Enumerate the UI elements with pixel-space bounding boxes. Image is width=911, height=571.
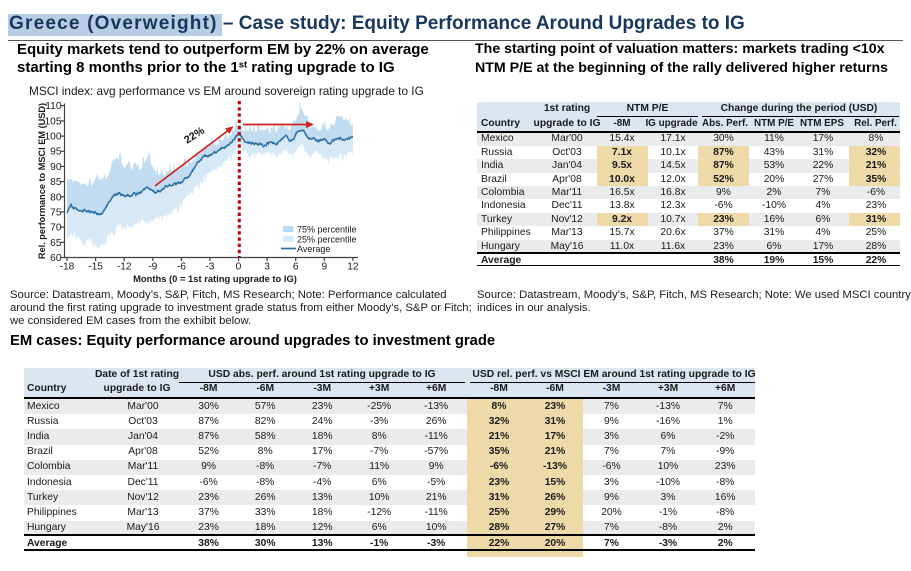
svg-text:12: 12 xyxy=(347,262,359,273)
svg-text:-18: -18 xyxy=(60,262,75,273)
svg-text:-12: -12 xyxy=(117,262,132,273)
svg-text:-9: -9 xyxy=(148,262,157,273)
svg-text:0: 0 xyxy=(236,262,242,273)
svg-text:100: 100 xyxy=(45,132,62,143)
svg-text:95: 95 xyxy=(50,147,62,158)
svg-text:85: 85 xyxy=(50,177,62,188)
svg-text:75: 75 xyxy=(50,208,62,219)
svg-text:22%: 22% xyxy=(182,124,207,146)
svg-text:90: 90 xyxy=(50,162,62,173)
svg-text:25% percentile: 25% percentile xyxy=(297,234,357,244)
svg-text:-6: -6 xyxy=(177,262,186,273)
svg-text:Rel. performance to MSCI EM (U: Rel. performance to MSCI EM (USD) xyxy=(37,103,47,259)
svg-text:3: 3 xyxy=(264,262,270,273)
svg-text:-15: -15 xyxy=(88,262,103,273)
svg-text:80: 80 xyxy=(50,192,62,203)
svg-text:75% percentile: 75% percentile xyxy=(297,225,357,235)
svg-text:6: 6 xyxy=(293,262,299,273)
svg-text:110: 110 xyxy=(45,101,62,112)
svg-text:MSCI index: avg performance vs: MSCI index: avg performance vs EM around… xyxy=(29,84,424,98)
svg-text:9: 9 xyxy=(321,262,327,273)
svg-text:Average: Average xyxy=(297,244,330,254)
svg-text:70: 70 xyxy=(50,223,62,234)
svg-text:-3: -3 xyxy=(205,262,214,273)
svg-text:105: 105 xyxy=(45,116,62,127)
svg-text:Months (0 = 1st rating upgrade: Months (0 = 1st rating upgrade to IG) xyxy=(133,273,297,284)
svg-text:60: 60 xyxy=(50,253,62,264)
svg-text:65: 65 xyxy=(50,238,62,249)
